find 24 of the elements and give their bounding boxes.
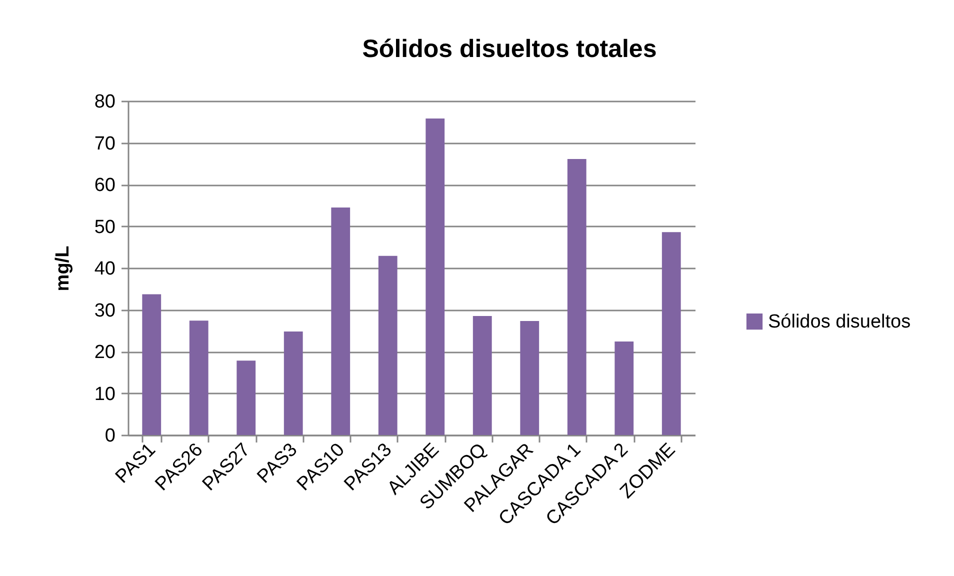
bar bbox=[236, 360, 256, 435]
y-tick-label: 10 bbox=[94, 384, 116, 405]
y-tick-label: 40 bbox=[94, 258, 116, 280]
bar bbox=[662, 232, 681, 435]
y-tick-label: 0 bbox=[104, 426, 116, 446]
bar bbox=[331, 207, 350, 435]
y-tick-label: 20 bbox=[94, 342, 116, 363]
y-tick-label: 30 bbox=[94, 300, 116, 322]
bar bbox=[426, 118, 445, 435]
legend-label: Sólidos disueltos bbox=[768, 312, 911, 332]
bar bbox=[284, 331, 303, 435]
y-axis-title: mg/L bbox=[52, 245, 74, 292]
bar bbox=[142, 294, 162, 435]
bar bbox=[378, 256, 398, 435]
bar bbox=[520, 321, 540, 435]
y-tick-label: 60 bbox=[94, 175, 116, 196]
bar bbox=[472, 316, 492, 435]
bar bbox=[614, 341, 634, 435]
y-tick-label: 50 bbox=[94, 216, 116, 238]
y-tick-label: 80 bbox=[94, 92, 116, 112]
y-tick-label: 70 bbox=[94, 133, 116, 154]
bar bbox=[189, 320, 208, 435]
bar bbox=[567, 159, 586, 435]
chart-title: Sólidos disueltos totales bbox=[362, 35, 657, 63]
